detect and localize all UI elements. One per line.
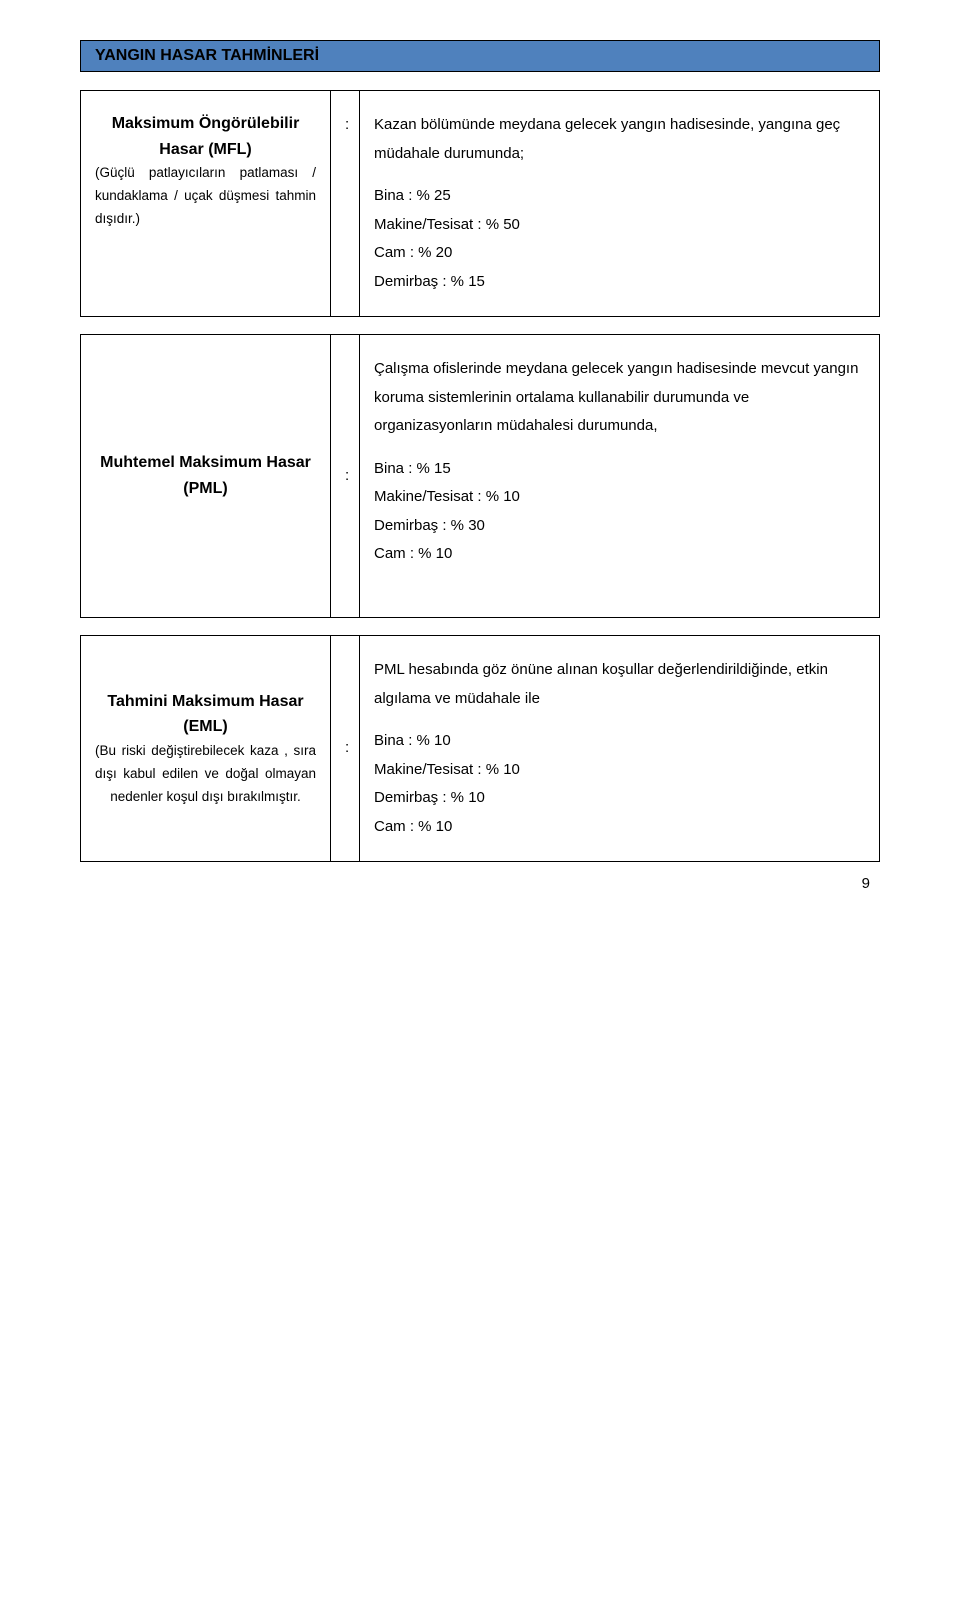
damage-estimate-table: Maksimum Öngörülebilir Hasar (MFL) (Güçl… (80, 90, 880, 862)
row-line: Demirbaş : % 15 (374, 268, 865, 297)
row-line: Demirbaş : % 30 (374, 512, 865, 541)
section-title: YANGIN HASAR TAHMİNLERİ (95, 47, 319, 65)
row-label-main: Maksimum Öngörülebilir Hasar (MFL) (95, 111, 316, 162)
row-spacer (81, 618, 880, 636)
table-row: Maksimum Öngörülebilir Hasar (MFL) (Güçl… (81, 91, 880, 317)
row-value-cell: PML hesabında göz önüne alınan koşullar … (360, 636, 880, 862)
row-spacer (81, 317, 880, 335)
row-line: Bina : % 10 (374, 727, 865, 756)
row-colon: : (331, 91, 360, 317)
row-intro: Çalışma ofislerinde meydana gelecek yang… (374, 355, 865, 441)
row-line: Makine/Tesisat : % 10 (374, 756, 865, 785)
row-line: Cam : % 10 (374, 540, 865, 569)
section-header: YANGIN HASAR TAHMİNLERİ (80, 40, 880, 72)
row-line: Demirbaş : % 10 (374, 784, 865, 813)
row-label-cell: Tahmini Maksimum Hasar (EML) (Bu riski d… (81, 636, 331, 862)
row-line: Cam : % 10 (374, 813, 865, 842)
row-intro: Kazan bölümünde meydana gelecek yangın h… (374, 111, 865, 168)
page-number: 9 (862, 875, 870, 892)
row-line: Cam : % 20 (374, 239, 865, 268)
row-line: Bina : % 15 (374, 455, 865, 484)
row-label-sub: (Bu riski değiştirebilecek kaza , sıra d… (95, 740, 316, 809)
row-value-cell: Kazan bölümünde meydana gelecek yangın h… (360, 91, 880, 317)
section-header-fill: YANGIN HASAR TAHMİNLERİ (81, 41, 879, 71)
row-label-cell: Maksimum Öngörülebilir Hasar (MFL) (Güçl… (81, 91, 331, 317)
row-label-cell: Muhtemel Maksimum Hasar (PML) (81, 335, 331, 618)
row-colon: : (331, 335, 360, 618)
table-row: Tahmini Maksimum Hasar (EML) (Bu riski d… (81, 636, 880, 862)
row-label-main: Tahmini Maksimum Hasar (EML) (95, 689, 316, 740)
row-line: Bina : % 25 (374, 182, 865, 211)
row-colon: : (331, 636, 360, 862)
row-label-sub: (Güçlü patlayıcıların patlaması / kundak… (95, 162, 316, 231)
row-intro: PML hesabında göz önüne alınan koşullar … (374, 656, 865, 713)
row-line: Makine/Tesisat : % 50 (374, 211, 865, 240)
row-label-main: Muhtemel Maksimum Hasar (PML) (95, 450, 316, 501)
row-value-cell: Çalışma ofislerinde meydana gelecek yang… (360, 335, 880, 618)
row-line: Makine/Tesisat : % 10 (374, 483, 865, 512)
table-row: Muhtemel Maksimum Hasar (PML) : Çalışma … (81, 335, 880, 618)
